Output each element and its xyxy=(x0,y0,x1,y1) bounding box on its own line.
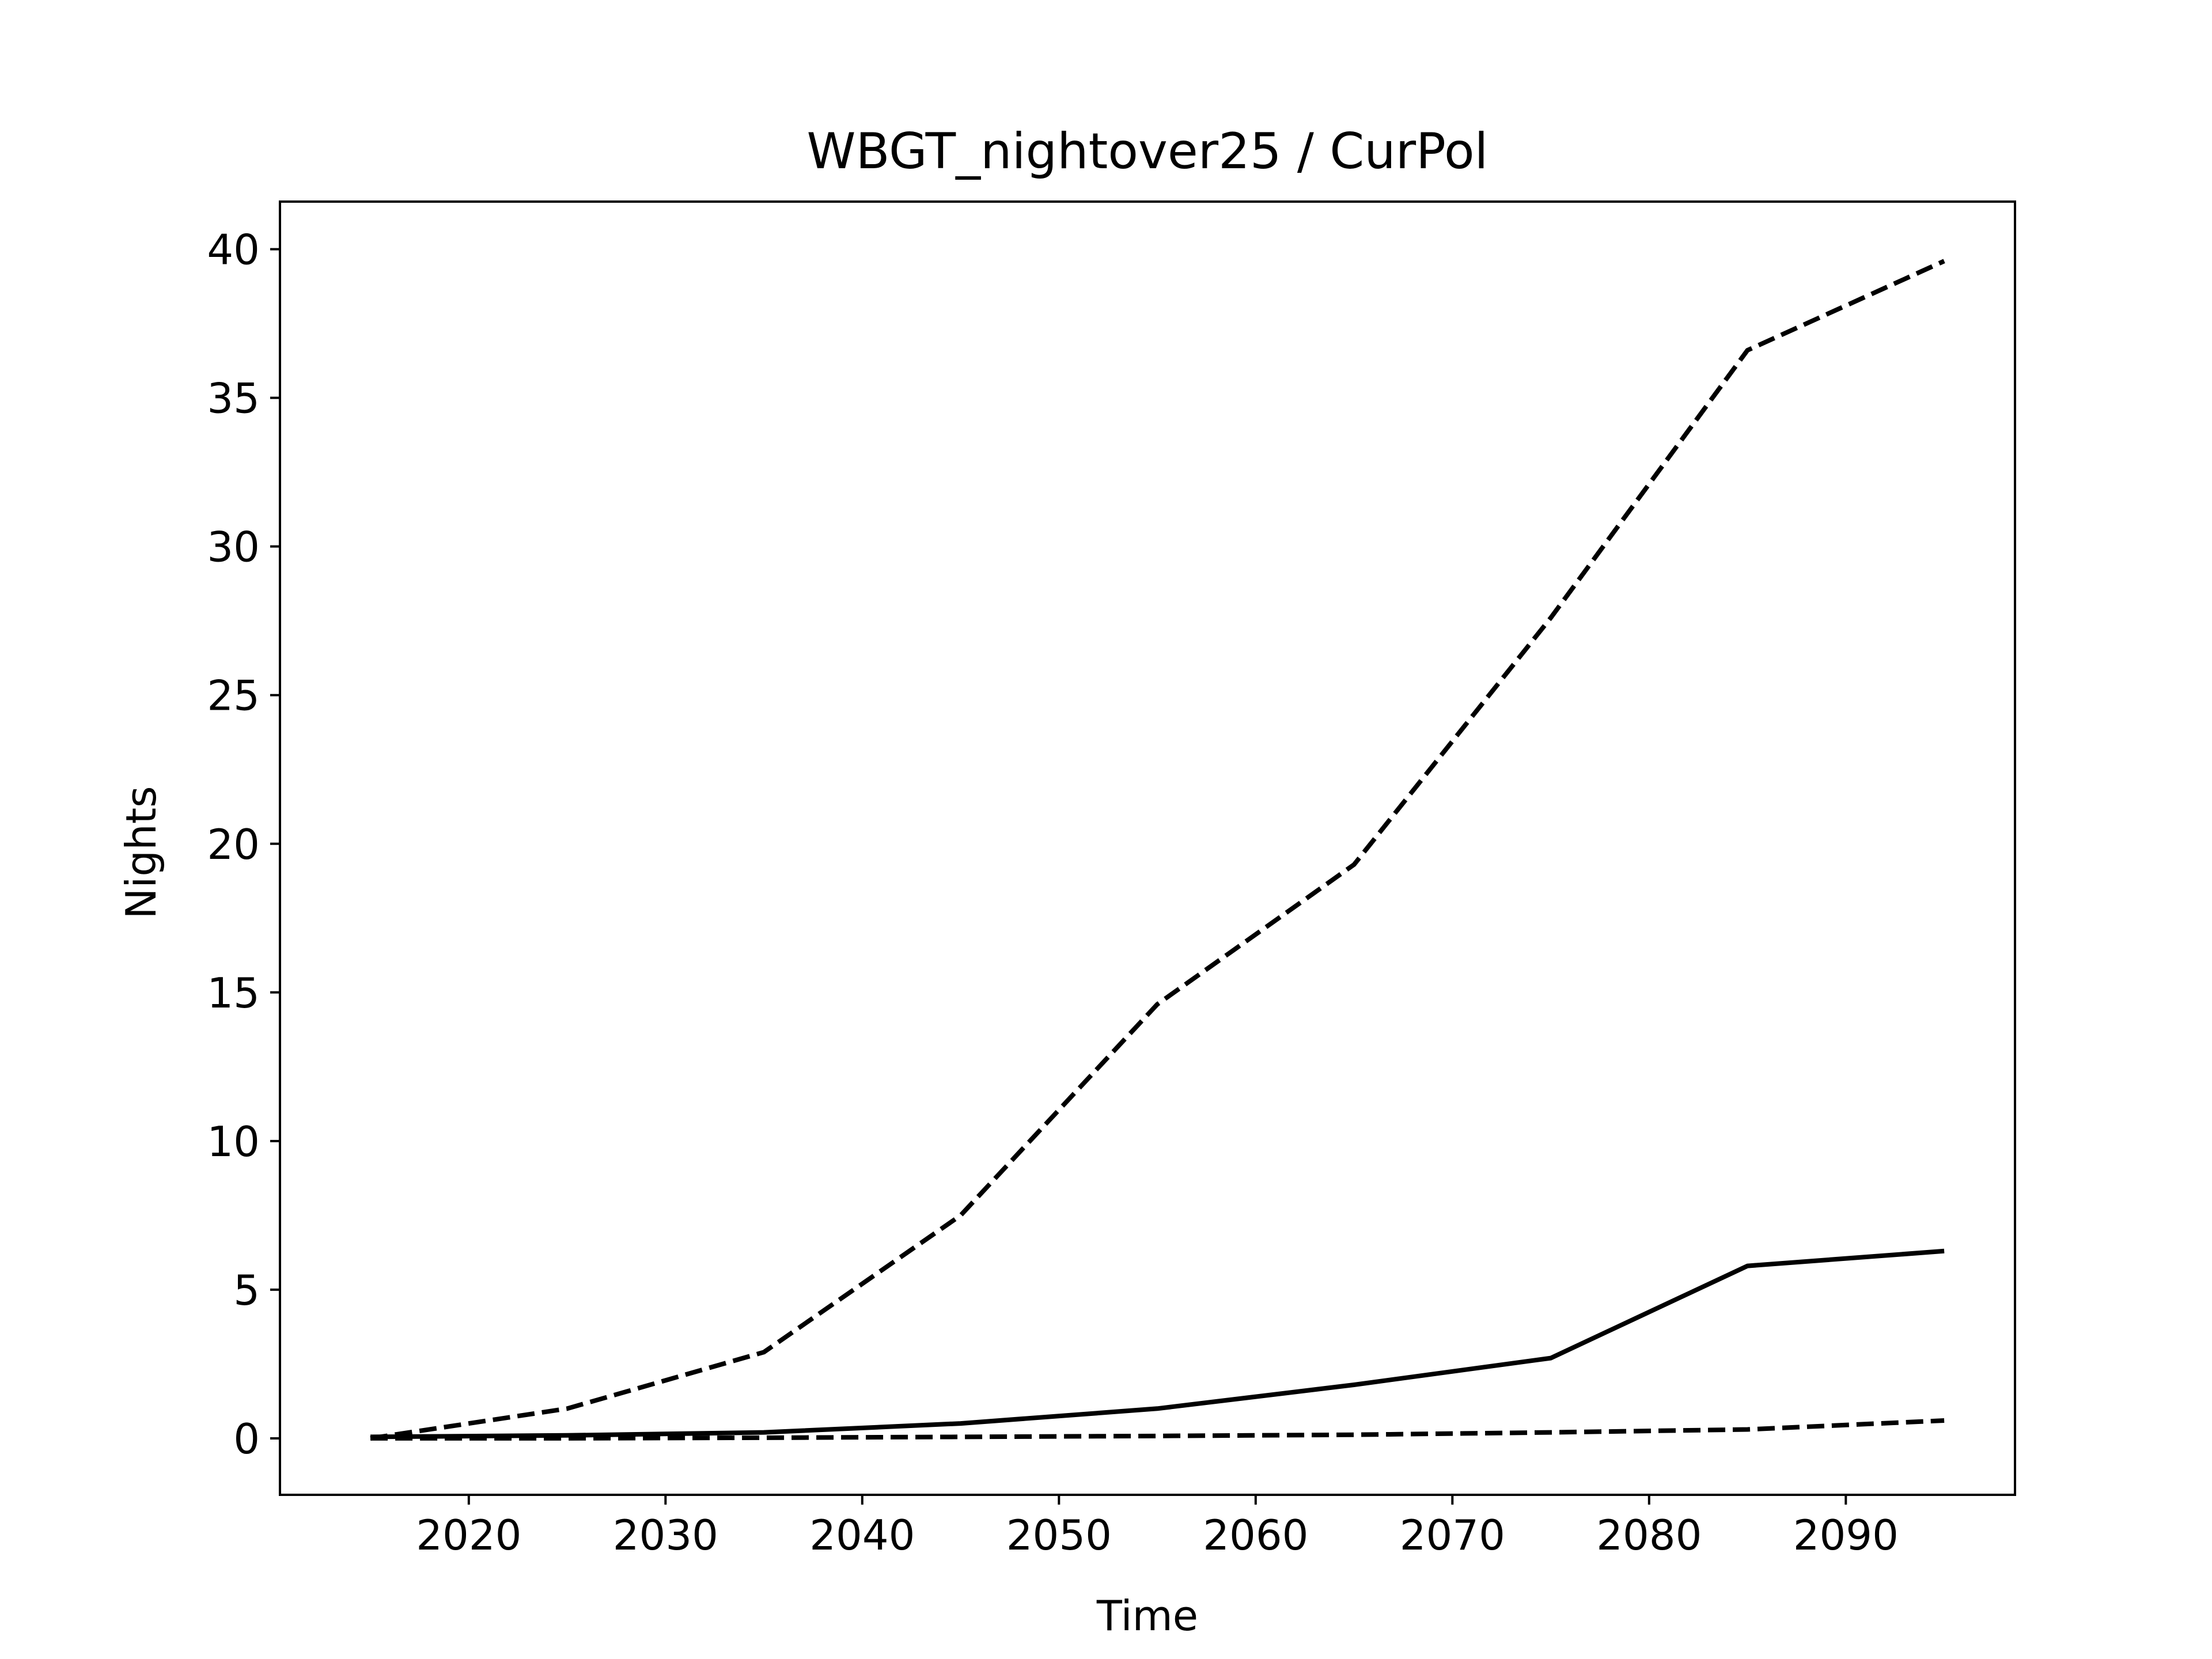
y-tick-label: 15 xyxy=(207,969,260,1017)
x-tick-label: 2040 xyxy=(809,1511,915,1559)
x-tick-label: 2090 xyxy=(1793,1511,1899,1559)
x-tick-label: 2030 xyxy=(613,1511,718,1559)
plot-area-frame xyxy=(279,200,2016,1496)
chart-title: WBGT_nightover25 / CurPol xyxy=(807,123,1488,180)
x-tick-label: 2070 xyxy=(1400,1511,1505,1559)
y-tick-label: 30 xyxy=(207,523,260,571)
series-line-2 xyxy=(370,1248,1945,1440)
y-tick-label: 20 xyxy=(207,820,260,869)
x-tick-label: 2080 xyxy=(1596,1511,1702,1559)
x-tick-label: 2060 xyxy=(1203,1511,1308,1559)
y-axis-title: Nights xyxy=(117,786,165,919)
y-tick-label: 10 xyxy=(207,1118,260,1166)
series-line-3 xyxy=(370,1418,1945,1441)
x-axis-title: Time xyxy=(1096,1592,1198,1640)
series-layer xyxy=(370,259,1945,1441)
x-tick-label: 2050 xyxy=(1006,1511,1112,1559)
y-tick-label: 25 xyxy=(207,672,260,720)
y-tick-label: 40 xyxy=(207,226,260,274)
y-tick-label: 35 xyxy=(207,374,260,423)
series-line-1 xyxy=(370,259,1945,1441)
y-tick-label: 5 xyxy=(233,1266,260,1315)
y-tick-label: 0 xyxy=(233,1415,260,1463)
x-tick-label: 2020 xyxy=(416,1511,521,1559)
tick-layer: 2020 2030 2040 2050 2060 2070 2080 209005101520… xyxy=(207,226,1899,1559)
